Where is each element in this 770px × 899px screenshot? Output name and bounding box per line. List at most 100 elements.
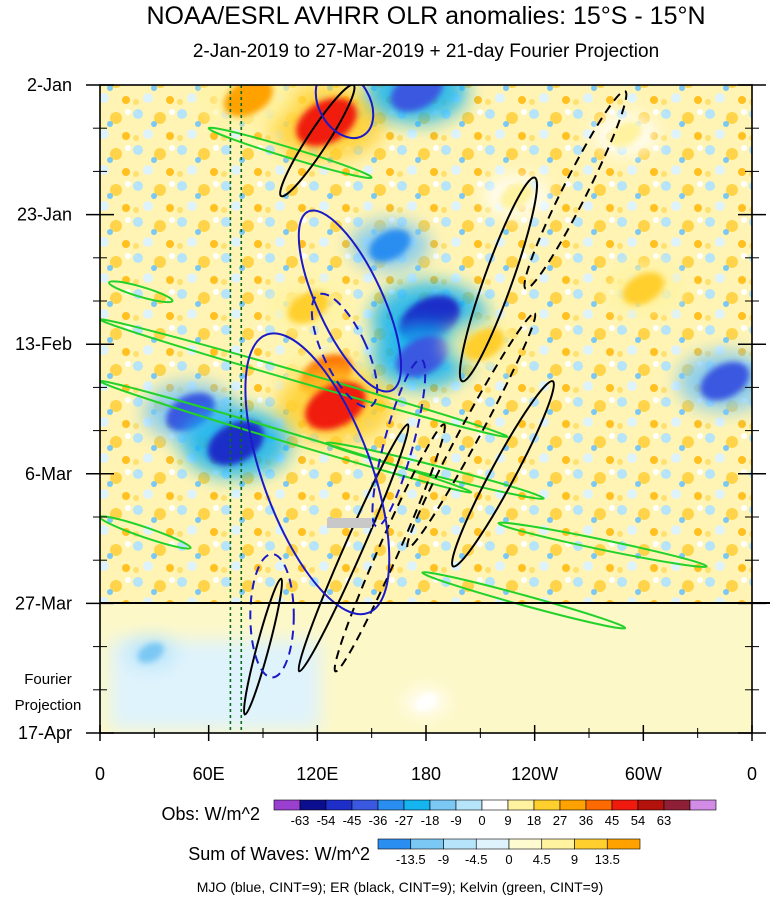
- waves-level-2: -4.5: [465, 852, 487, 867]
- y-tick-label-5: 17-Apr: [18, 723, 72, 743]
- y-tick-label-2: 13-Feb: [15, 334, 72, 354]
- x-tick-label-4: 120W: [511, 764, 558, 784]
- kelvin-contours: [100, 126, 708, 630]
- waves-level-1: -9: [438, 852, 450, 867]
- anomaly-core-4: [224, 85, 273, 117]
- reference-lines: [229, 85, 243, 733]
- obs-swatch-15: [663, 799, 691, 811]
- y-tick-label-0: 2-Jan: [27, 75, 72, 95]
- er-contour-4: [333, 423, 446, 673]
- waves-swatch-5: [541, 838, 575, 850]
- waves-level-0: -13.5: [396, 852, 426, 867]
- waves-swatch-4: [508, 838, 543, 850]
- anomaly-core-8: [390, 85, 444, 112]
- obs-level-6: -9: [450, 813, 462, 828]
- mjo-contour-4: [371, 358, 427, 528]
- waves-level-4: 4.5: [533, 852, 551, 867]
- kelvin-contour-6: [100, 515, 192, 550]
- anomaly-core-7: [396, 335, 449, 378]
- waves-swatch-0: [377, 838, 412, 850]
- obs-swatch-9: [507, 799, 535, 811]
- obs-level-2: -45: [343, 813, 362, 828]
- waves-colorbar: -13.5 -9 -4.5 0 4.5 9 13.5: [377, 838, 641, 867]
- mjo-contour-5: [314, 85, 375, 139]
- kelvin-contour-3: [108, 280, 174, 304]
- obs-level-8: 9: [504, 813, 511, 828]
- anomaly-core-13: [622, 272, 664, 305]
- obs-swatch-3: [351, 799, 379, 811]
- x-tick-label-3: 180: [411, 764, 441, 784]
- obs-level-14: 63: [657, 813, 671, 828]
- obs-swatch-4: [377, 799, 405, 811]
- y-tick-label-1: 23-Jan: [17, 205, 72, 225]
- obs-swatch-16: [689, 799, 717, 811]
- obs-level-4: -27: [395, 813, 414, 828]
- mjo-contour-3: [249, 553, 295, 679]
- obs-swatch-12: [585, 799, 613, 811]
- anomaly-core-3: [287, 290, 329, 324]
- mjo-contour-1: [310, 292, 379, 409]
- er-contour-2: [451, 380, 555, 568]
- obs-level-12: 45: [605, 813, 619, 828]
- obs-level-0: -63: [291, 813, 310, 828]
- obs-swatch-14: [637, 799, 665, 811]
- projection-label-line2: Projection: [15, 697, 82, 714]
- obs-swatch-2: [325, 799, 353, 811]
- waves-swatch-6: [574, 838, 608, 850]
- waves-swatch-7: [606, 838, 641, 850]
- obs-swatch-6: [429, 799, 457, 811]
- obs-colorbar: -63 -54 -45 -36 -27 -18 -9 0 9 18 27 36 45 54 63: [273, 799, 717, 828]
- x-tick-label-1: 60E: [193, 764, 225, 784]
- er-contours: [242, 85, 628, 716]
- obs-legend-label: Obs: W/m^2: [162, 804, 260, 824]
- er-contour-6: [242, 577, 284, 716]
- contours-caption: MJO (blue, CINT=9); ER (black, CINT=9); …: [197, 879, 604, 895]
- x-tick-label-6: 0: [747, 764, 757, 784]
- kelvin-contour-1: [100, 380, 473, 494]
- kelvin-contour-4: [325, 441, 545, 500]
- obs-level-9: 18: [527, 813, 541, 828]
- obs-level-7: 0: [478, 813, 485, 828]
- y-tick-label-3: 6-Mar: [25, 464, 72, 484]
- projection-label-line1: Fourier: [24, 671, 72, 688]
- obs-level-3: -36: [369, 813, 388, 828]
- anomaly-core-16: [137, 642, 164, 663]
- obs-swatch-5: [403, 799, 431, 811]
- waves-legend-label: Sum of Waves: W/m^2: [188, 844, 370, 864]
- anomaly-core-2: [305, 381, 366, 430]
- chart-title: NOAA/ESRL AVHRR OLR anomalies: 15°S - 15…: [146, 2, 705, 30]
- y-tick-label-4: 27-Mar: [15, 593, 72, 613]
- obs-level-5: -18: [421, 813, 440, 828]
- obs-swatch-0: [273, 799, 301, 811]
- er-contour-0: [458, 176, 538, 383]
- kelvin-contour-2: [207, 126, 373, 180]
- waves-level-3: 0: [505, 852, 512, 867]
- waves-swatch-2: [443, 838, 477, 850]
- chart-subtitle: 2-Jan-2019 to 27-Mar-2019 + 21-day Fouri…: [193, 41, 659, 62]
- anomaly-core-11: [700, 361, 750, 401]
- x-axis: 0 60E 120E 180 120W 60W 0: [95, 725, 757, 784]
- er-contour-5: [297, 423, 410, 673]
- waves-level-5: 9: [571, 852, 578, 867]
- mjo-contour-0: [297, 209, 403, 393]
- y-axis: 2-Jan 23-Jan 13-Feb 6-Mar 27-Mar 17-Apr: [15, 75, 766, 743]
- anomaly-core-12: [463, 327, 505, 361]
- obs-swatch-13: [611, 799, 639, 811]
- obs-level-10: 27: [553, 813, 567, 828]
- obs-swatch-1: [299, 799, 327, 811]
- anomaly-core-17: [414, 693, 438, 711]
- anomaly-core-5: [369, 229, 411, 262]
- kelvin-contour-7: [421, 571, 627, 630]
- waves-swatch-1: [410, 838, 444, 850]
- obs-swatch-7: [455, 799, 483, 811]
- obs-swatch-10: [533, 799, 561, 811]
- x-tick-label-5: 60W: [625, 764, 662, 784]
- plot-area: [100, 85, 752, 733]
- obs-level-1: -54: [317, 813, 336, 828]
- obs-swatch-8: [481, 799, 509, 811]
- obs-level-13: 54: [631, 813, 645, 828]
- x-tick-label-2: 120E: [296, 764, 338, 784]
- obs-level-11: 36: [579, 813, 593, 828]
- missing-data-patch: [327, 518, 372, 528]
